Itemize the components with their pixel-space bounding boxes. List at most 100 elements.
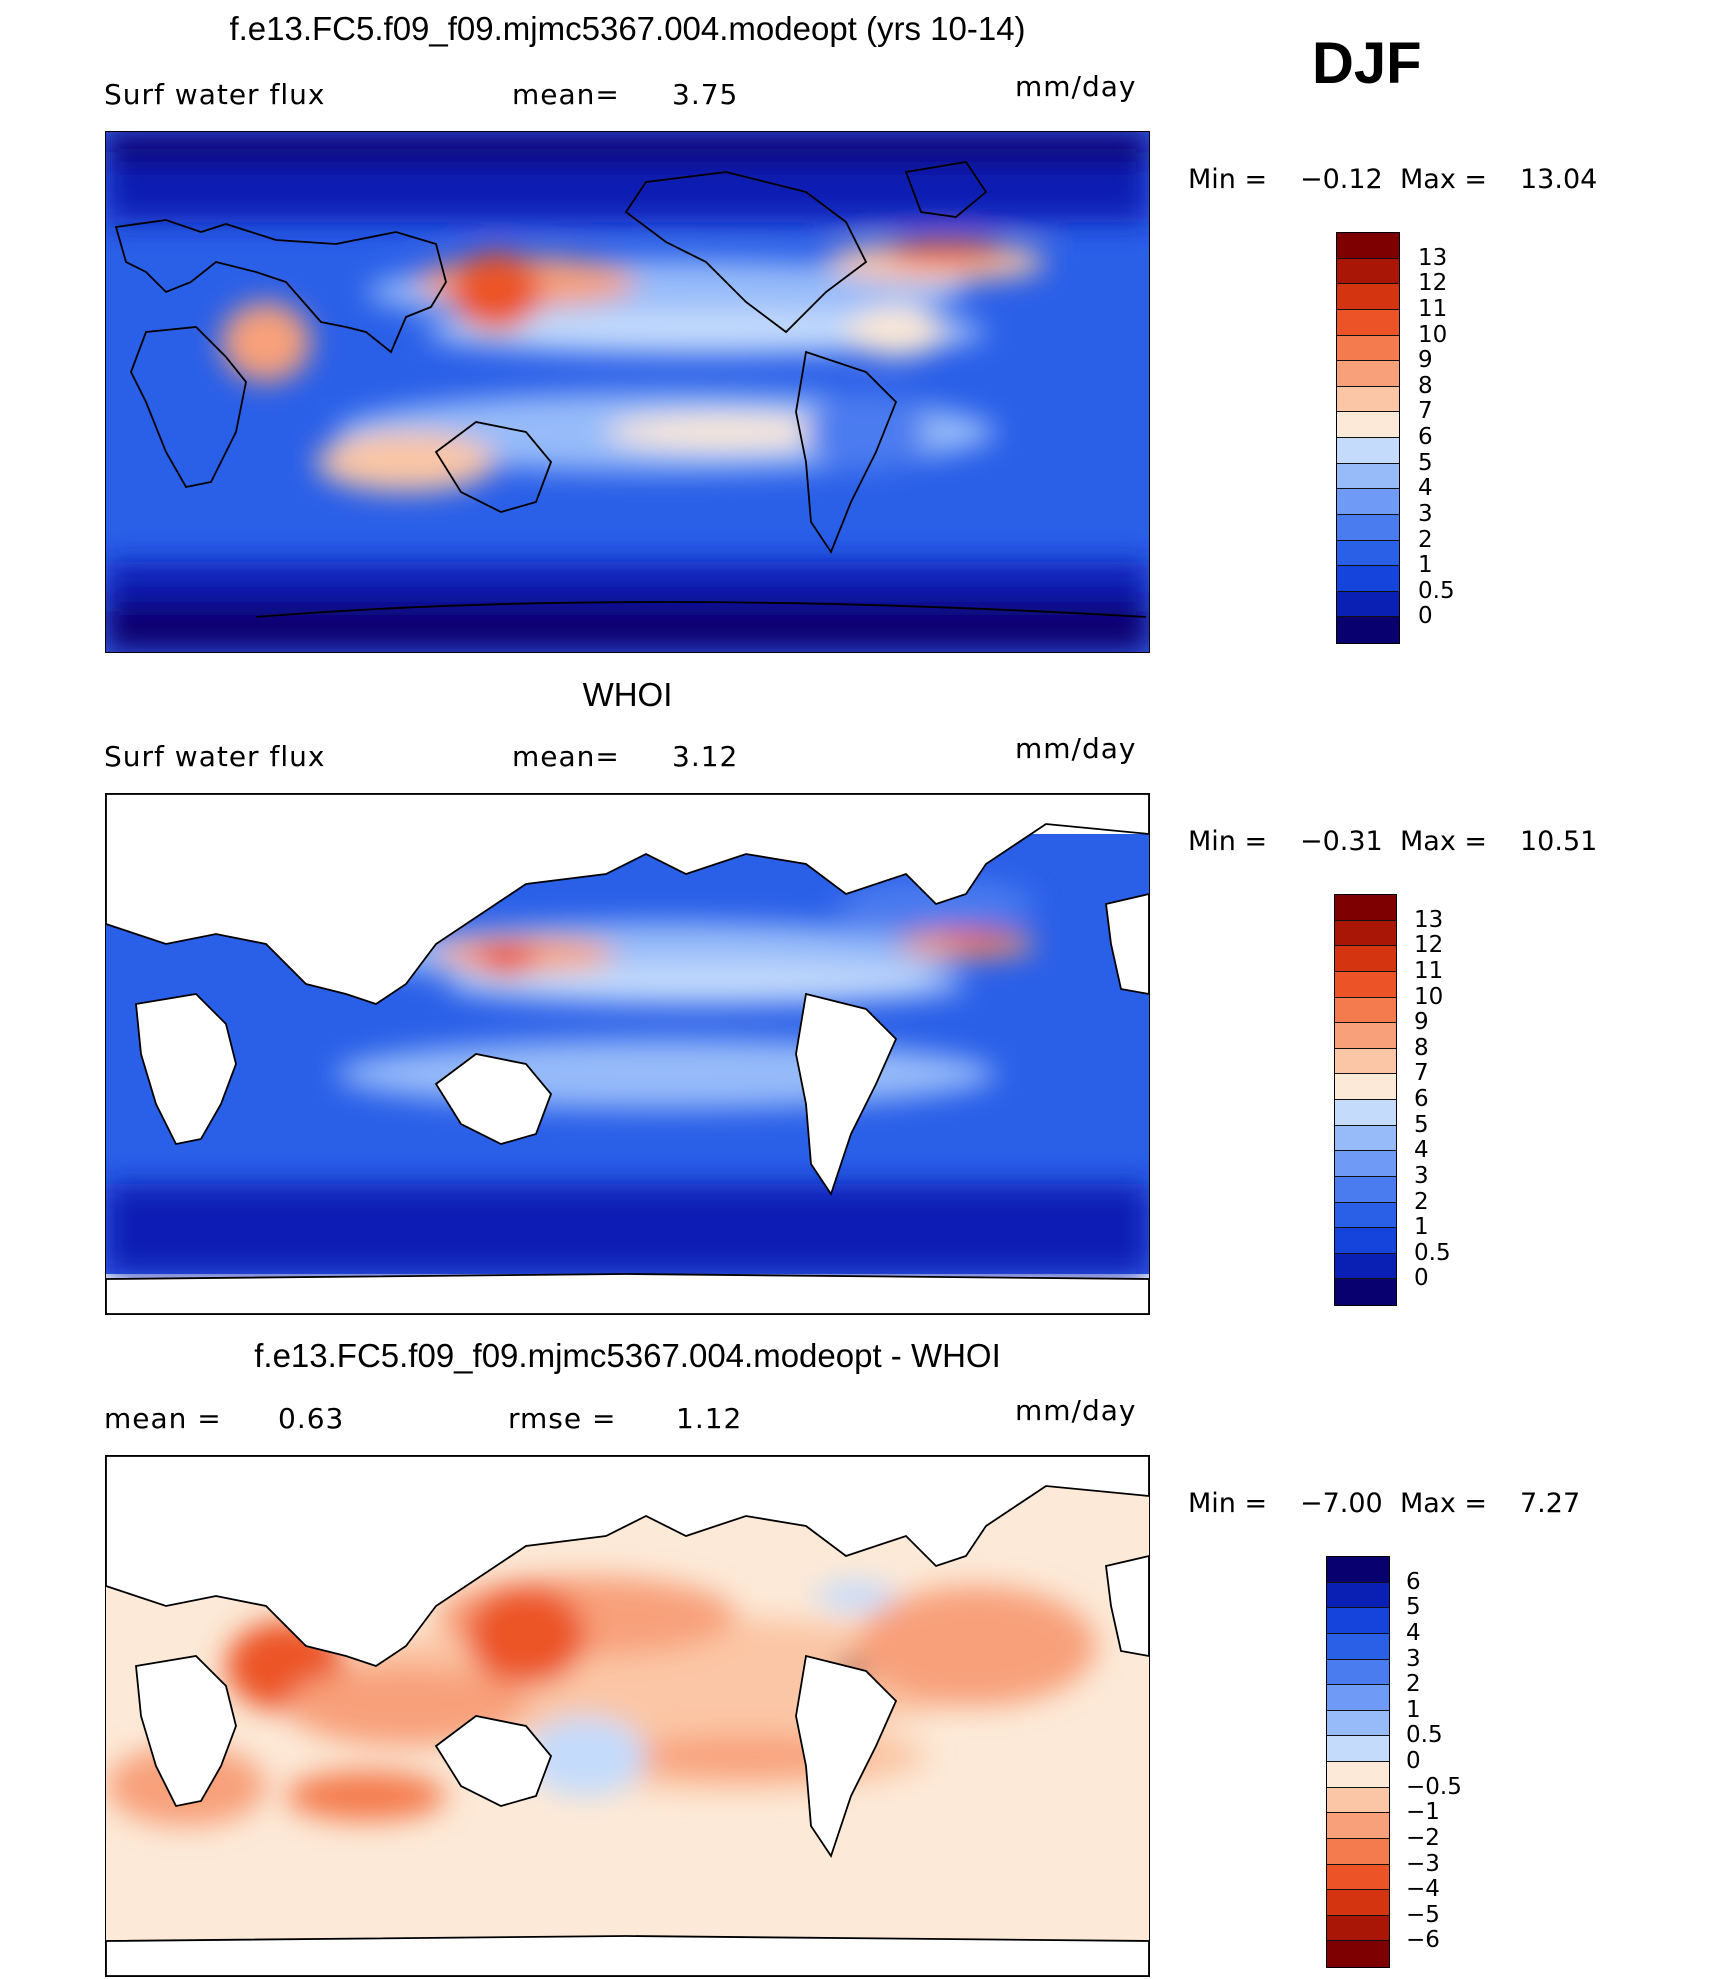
colorbar-tick-label: −3 (1406, 1850, 1440, 1877)
colorbar-tick-label: 0 (1414, 1265, 1429, 1292)
colorbar-tick-label: 3 (1414, 1162, 1429, 1189)
colorbar-segment (1337, 514, 1399, 541)
colorbar-segment (1337, 489, 1399, 515)
colorbar-segment (1335, 946, 1396, 972)
season-label: DJF (1312, 31, 1422, 96)
colorbar-segment (1335, 997, 1396, 1024)
panel-2-max-value: 10.51 (1520, 826, 1598, 857)
panel-3-max-value: 7.27 (1520, 1488, 1581, 1519)
panel-2-map (105, 793, 1150, 1315)
colorbar-tick-label: 11 (1418, 295, 1448, 322)
panel-2-max-label: Max = (1400, 826, 1488, 857)
colorbar-tick-label: 6 (1414, 1086, 1429, 1112)
panel-2-title: WHOI (582, 676, 673, 713)
colorbar-segment (1337, 591, 1399, 618)
panel-1-min-label: Min = (1188, 164, 1268, 195)
panel-1-colorbar (1336, 232, 1400, 644)
colorbar-segment (1335, 1023, 1396, 1049)
colorbar-tick-label: 6 (1418, 424, 1433, 450)
colorbar-segment (1327, 1813, 1389, 1839)
panel-1-variable-label: Surf water flux (104, 78, 326, 111)
panel-2-mean-value: 3.12 (672, 740, 739, 773)
colorbar-segment (1337, 540, 1399, 567)
panel-1-colorbar-labels: 13 12 11 10 9 8 7 6 5 4 3 2 1 0.5 0 (1418, 232, 1498, 642)
colorbar-tick-label: −0.5 (1406, 1773, 1462, 1800)
colorbar-segment (1337, 335, 1399, 362)
colorbar-segment (1327, 1864, 1389, 1891)
colorbar-segment (1335, 1279, 1396, 1305)
panel-1-min-value: −0.12 (1300, 164, 1383, 195)
colorbar-segment (1327, 1659, 1389, 1686)
colorbar-segment (1327, 1685, 1389, 1711)
colorbar-tick-label: −2 (1406, 1824, 1440, 1851)
colorbar-segment (1337, 361, 1399, 387)
colorbar-tick-label: 4 (1418, 475, 1433, 502)
colorbar-segment (1335, 1048, 1396, 1075)
colorbar-segment (1335, 1100, 1396, 1126)
panel-2-variable-label: Surf water flux (104, 740, 326, 773)
colorbar-tick-label: 8 (1418, 372, 1433, 399)
panel-1-map (105, 131, 1150, 653)
panel-1-unit: mm/day (1015, 70, 1137, 103)
colorbar-segment (1327, 1710, 1389, 1737)
colorbar-segment (1335, 895, 1396, 921)
colorbar-segment (1327, 1915, 1389, 1942)
colorbar-segment (1335, 971, 1396, 998)
colorbar-tick-label: 3 (1418, 500, 1433, 527)
colorbar-tick-label: 7 (1414, 1060, 1429, 1087)
colorbar-segment (1337, 463, 1399, 490)
colorbar-segment (1337, 258, 1399, 285)
colorbar-segment (1337, 566, 1399, 592)
colorbar-segment (1327, 1762, 1389, 1788)
colorbar-tick-label: 5 (1414, 1111, 1429, 1138)
panel-3-min-value: −7.00 (1300, 1488, 1383, 1519)
colorbar-segment (1327, 1838, 1389, 1865)
colorbar-tick-label: −4 (1406, 1876, 1440, 1903)
colorbar-tick-label: 9 (1414, 1009, 1429, 1036)
colorbar-segment (1327, 1608, 1389, 1634)
colorbar-tick-label: 2 (1406, 1671, 1421, 1698)
colorbar-tick-label: 12 (1414, 932, 1444, 959)
colorbar-segment (1337, 284, 1399, 310)
panel-1-max-value: 13.04 (1520, 164, 1598, 195)
panel-3-title: f.e13.FC5.f09_f09.mjmc5367.004.modeopt -… (254, 1337, 1001, 1374)
colorbar-segment (1327, 1890, 1389, 1916)
colorbar-tick-label: 1 (1414, 1214, 1429, 1241)
colorbar-segment (1335, 920, 1396, 947)
colorbar-segment (1327, 1941, 1389, 1967)
panel-3-colorbar-labels: 6 5 4 3 2 1 0.5 0 −0.5 −1 −2 −3 −4 −5 −6 (1406, 1556, 1496, 1966)
colorbar-segment (1337, 412, 1399, 438)
panel-3-map (105, 1455, 1150, 1977)
colorbar-segment (1337, 438, 1399, 464)
panel-3-max-label: Max = (1400, 1488, 1488, 1519)
colorbar-tick-label: 6 (1406, 1568, 1421, 1595)
panel-3-min-label: Min = (1188, 1488, 1268, 1519)
colorbar-segment (1327, 1736, 1389, 1762)
colorbar-segment (1335, 1202, 1396, 1229)
colorbar-segment (1335, 1176, 1396, 1203)
colorbar-tick-label: 2 (1414, 1188, 1429, 1215)
colorbar-segment (1335, 1253, 1396, 1280)
colorbar-segment (1337, 233, 1399, 259)
colorbar-segment (1337, 386, 1399, 413)
colorbar-tick-label: 0 (1406, 1748, 1421, 1774)
colorbar-tick-label: −1 (1406, 1799, 1440, 1826)
panel-2-colorbar-labels: 13 12 11 10 9 8 7 6 5 4 3 2 1 0.5 0 (1414, 894, 1494, 1304)
panel-2-unit: mm/day (1015, 732, 1137, 765)
colorbar-tick-label: 13 (1414, 906, 1444, 933)
colorbar-segment (1337, 617, 1399, 643)
colorbar-segment (1327, 1787, 1389, 1814)
panel-2-mean-label: mean= (512, 740, 620, 773)
colorbar-tick-label: −6 (1406, 1927, 1440, 1954)
colorbar-tick-label: 0.5 (1414, 1239, 1451, 1266)
colorbar-tick-label: 7 (1418, 398, 1433, 425)
colorbar-segment (1335, 1125, 1396, 1152)
colorbar-tick-label: 10 (1418, 321, 1448, 348)
colorbar-tick-label: 0 (1418, 603, 1433, 630)
panel-2-min-value: −0.31 (1300, 826, 1383, 857)
colorbar-tick-label: 5 (1418, 449, 1433, 476)
colorbar-segment (1337, 309, 1399, 336)
panel-3-mean-label: mean = (104, 1402, 222, 1435)
panel-3-rmse-label: rmse = (508, 1402, 617, 1435)
colorbar-tick-label: 3 (1406, 1645, 1421, 1672)
